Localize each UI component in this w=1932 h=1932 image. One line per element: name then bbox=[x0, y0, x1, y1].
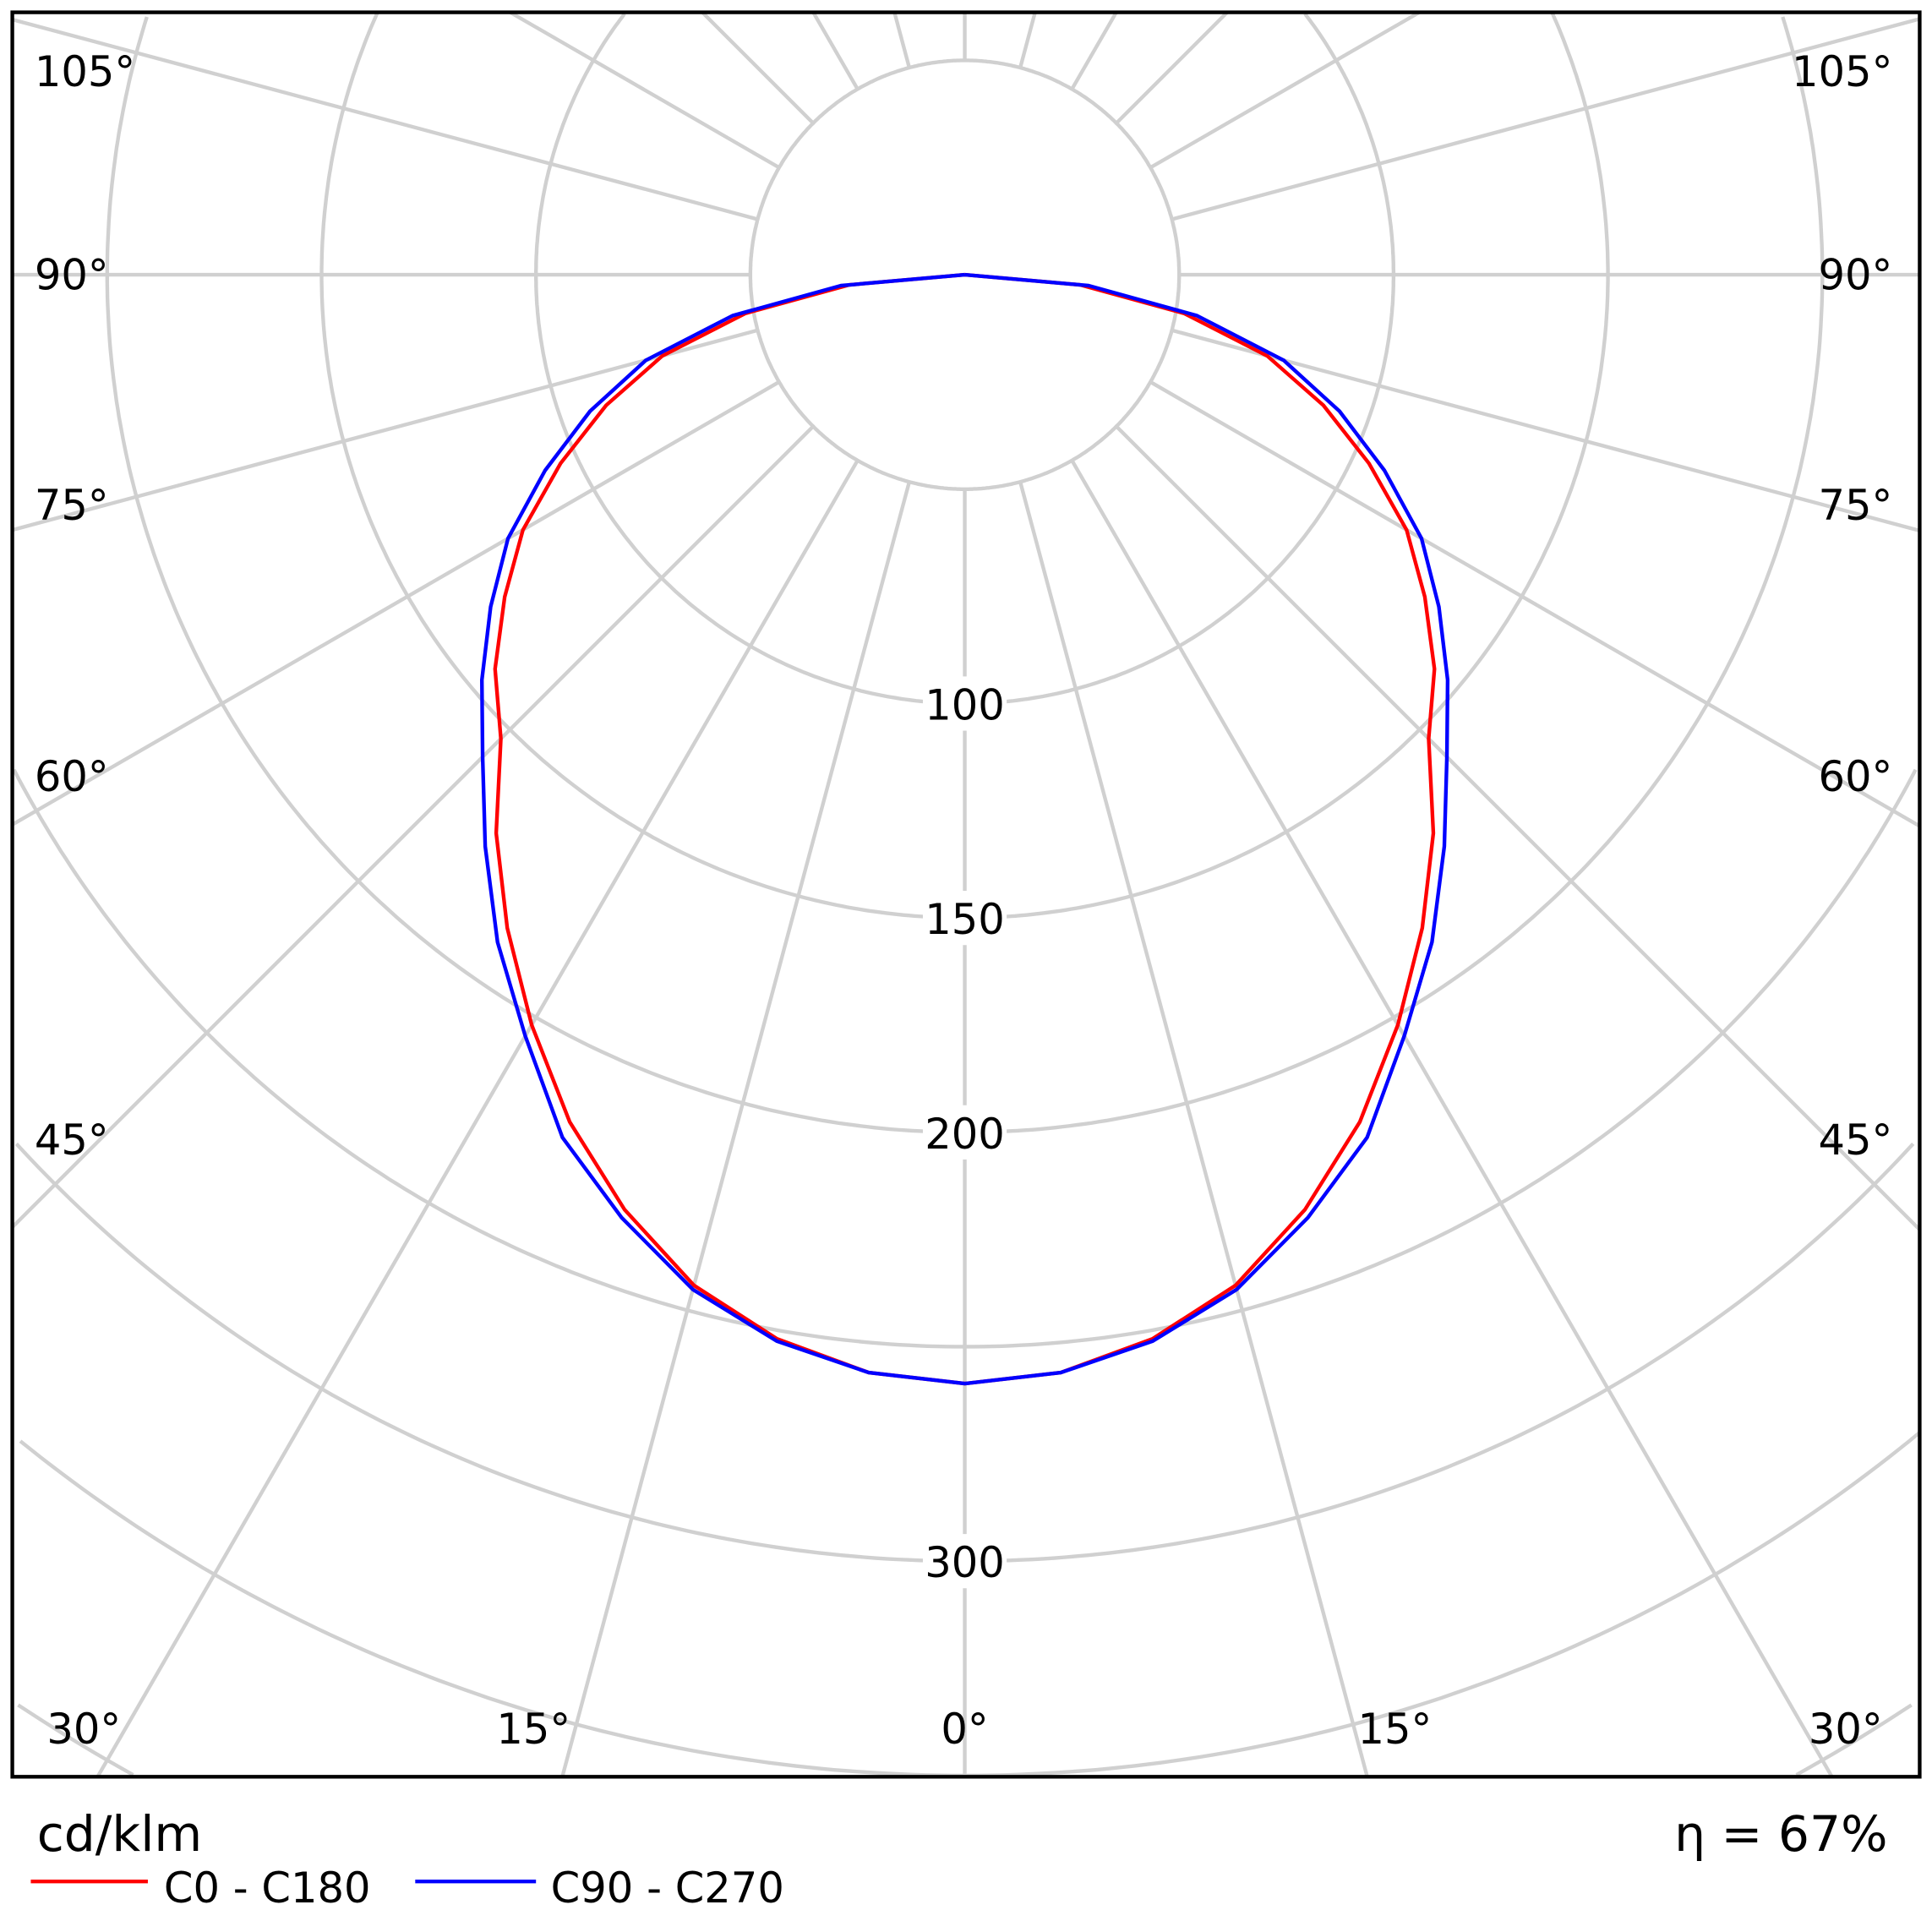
angle-label-right: 105° bbox=[1792, 47, 1892, 96]
ring-label-bg bbox=[922, 1105, 1007, 1160]
polar-grid bbox=[12, 12, 1920, 1777]
angle-labels: 105° 90° 75° 60° 45° 30° 105° 90° 75° 60° 45° 30° 15… bbox=[35, 47, 1893, 1754]
grid-radial-line bbox=[560, 481, 911, 1777]
grid-ring bbox=[19, 1431, 1920, 1777]
grid-radial-line bbox=[96, 459, 860, 1777]
grid-ring bbox=[534, 13, 1396, 706]
unit-label: cd/klm bbox=[37, 1805, 202, 1863]
ring-label: 150 bbox=[925, 895, 1005, 944]
grid-radial-line bbox=[12, 328, 759, 532]
grid-radial-line bbox=[12, 424, 815, 1229]
angle-label-left: 90° bbox=[35, 251, 109, 300]
ring-label-bg bbox=[922, 1534, 1007, 1589]
angle-label-right: 75° bbox=[1819, 481, 1893, 530]
angle-label-left: 60° bbox=[35, 752, 109, 801]
angle-label-left: 30° bbox=[46, 1705, 121, 1754]
grid-ring bbox=[105, 16, 1825, 1135]
legend-label-c0-c180: C0 - C180 bbox=[164, 1864, 371, 1913]
ring-label: 300 bbox=[925, 1538, 1005, 1587]
grid-radial-line bbox=[1018, 12, 1037, 68]
grid-radial-line bbox=[12, 18, 759, 221]
ring-labels: 100 150 200 300 bbox=[922, 676, 1007, 1589]
grid-radial-line bbox=[892, 12, 911, 68]
angle-label-left: 105° bbox=[35, 47, 135, 96]
ring-label: 100 bbox=[925, 680, 1005, 729]
legend-label-c90-c270: C90 - C270 bbox=[551, 1864, 784, 1913]
grid-radial-line bbox=[1149, 12, 1421, 170]
angle-label-right: 60° bbox=[1819, 752, 1893, 801]
ring-label-bg bbox=[922, 676, 1007, 731]
intensity-curves bbox=[480, 272, 1450, 1386]
grid-radial-line bbox=[1070, 12, 1118, 90]
grid-ring bbox=[14, 1142, 1915, 1564]
angle-label-left: 75° bbox=[35, 481, 109, 530]
grid-radial-line bbox=[12, 380, 780, 827]
grid-radial-line bbox=[1115, 424, 1920, 1231]
grid-ring bbox=[17, 1703, 1913, 1777]
grid-radial-line bbox=[1018, 481, 1369, 1777]
grid-radial-line bbox=[1115, 12, 1229, 125]
angle-label-right: 30° bbox=[1809, 1705, 1883, 1754]
angle-label-right: 90° bbox=[1819, 251, 1893, 300]
efficiency-label: η = 67% bbox=[1674, 1805, 1887, 1863]
curve-c90-c270 bbox=[480, 272, 1450, 1386]
ring-label-bg bbox=[922, 891, 1007, 946]
ring-label: 200 bbox=[925, 1110, 1005, 1159]
angle-label-left: 45° bbox=[35, 1116, 109, 1165]
grid-radial-line bbox=[1149, 380, 1920, 828]
grid-radial-line bbox=[811, 12, 860, 90]
grid-radial-line bbox=[1171, 17, 1920, 221]
grid-ring bbox=[12, 768, 1918, 1349]
angle-label-right: 45° bbox=[1819, 1116, 1893, 1165]
grid-radial-line bbox=[1070, 459, 1834, 1777]
grid-radial-line bbox=[1171, 328, 1920, 532]
grid-radial-line bbox=[509, 12, 780, 170]
angle-label-bottom: 0° bbox=[941, 1705, 988, 1754]
grid-radial-line bbox=[701, 12, 815, 125]
angle-label-bottom: 15° bbox=[1357, 1705, 1432, 1754]
grid-ring bbox=[319, 12, 1610, 920]
angle-label-bottom: 15° bbox=[496, 1705, 570, 1754]
plot-frame bbox=[10, 10, 1922, 1779]
